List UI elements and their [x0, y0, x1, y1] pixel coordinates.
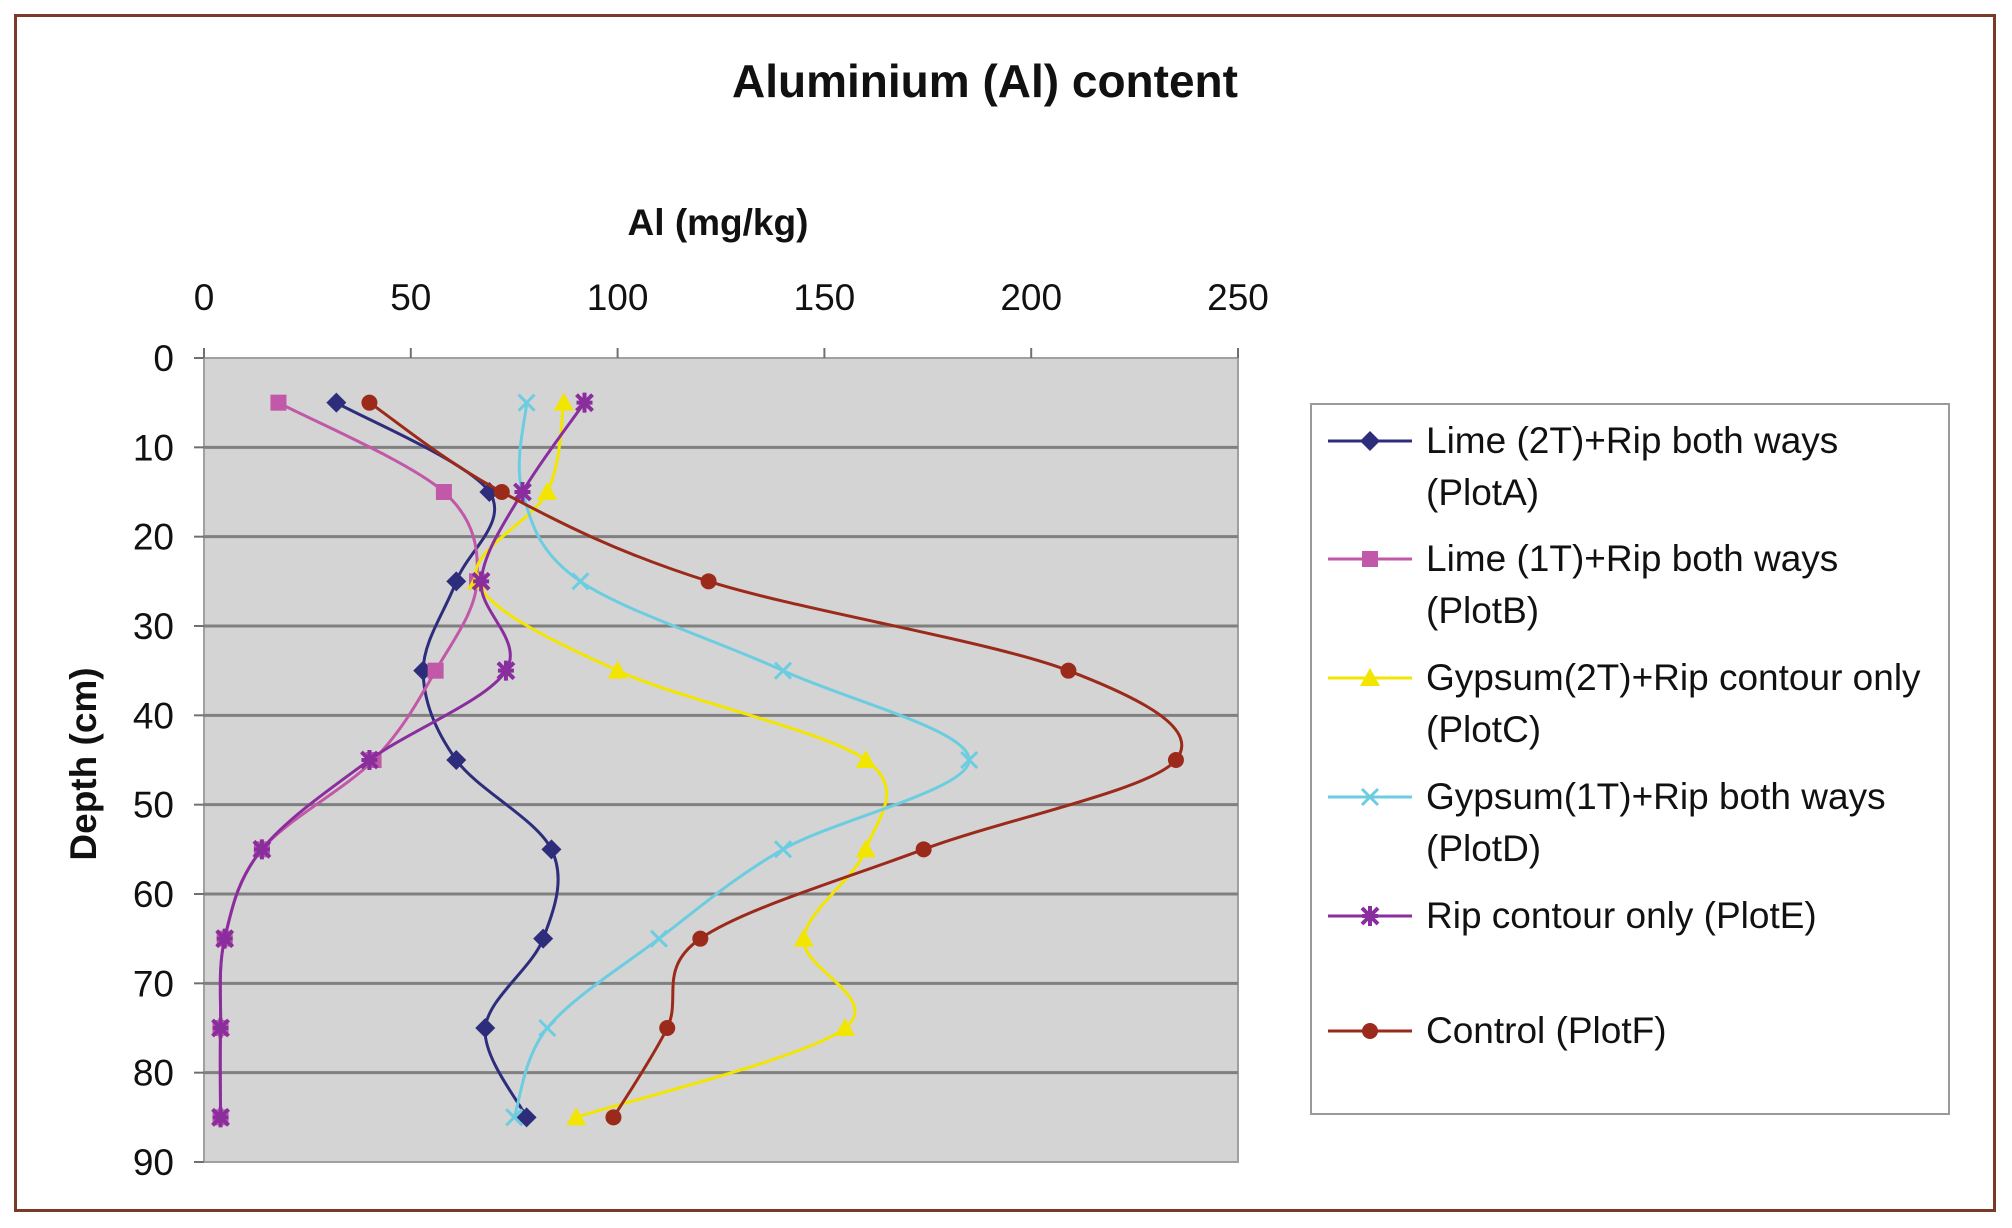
series-layer — [211, 392, 1184, 1128]
data-point — [605, 1109, 622, 1126]
legend-marker — [1328, 1023, 1412, 1039]
y-axis-label: Depth (cm) — [63, 667, 104, 860]
data-point — [855, 750, 876, 768]
x-tick-label: 0 — [194, 277, 215, 318]
data-point — [493, 484, 510, 500]
legend-marker — [1328, 431, 1412, 451]
data-point — [793, 928, 814, 947]
y-tick-label: 70 — [133, 963, 174, 1004]
data-point — [446, 750, 467, 770]
data-point — [1167, 752, 1184, 768]
data-point — [855, 839, 876, 858]
gridlines — [204, 445, 1238, 1075]
data-point — [446, 571, 467, 592]
legend-label: Lime (1T)+Rip both ways (PlotB) — [1426, 538, 1839, 631]
x-tick-label: 150 — [794, 277, 856, 318]
data-point — [513, 482, 532, 502]
series-line — [368, 401, 1184, 1119]
x-axis-label: Al (mg/kg) — [628, 202, 809, 243]
data-point — [537, 482, 558, 500]
data-point — [566, 1107, 587, 1126]
data-point — [496, 660, 516, 681]
legend: Lime (2T)+Rip both ways (PlotA) Lime (1T)… — [1310, 403, 1950, 1115]
data-point — [533, 928, 554, 949]
data-point — [471, 571, 491, 592]
data-point — [361, 394, 378, 411]
x-tick-label: 250 — [1207, 277, 1269, 318]
legend-symbol — [1360, 787, 1380, 807]
legend-symbol — [1362, 1023, 1378, 1039]
data-point — [215, 928, 235, 949]
y-tick-label: 80 — [133, 1053, 174, 1094]
legend-symbol — [1360, 431, 1380, 451]
y-tick-label: 90 — [133, 1142, 174, 1183]
series-6 — [361, 394, 1184, 1126]
data-point — [571, 572, 590, 591]
legend-marker — [1328, 787, 1412, 807]
legend-marker — [1328, 668, 1412, 686]
legend-label: Gypsum(2T)+Rip contour only (PlotC) — [1426, 657, 1921, 750]
data-point — [517, 393, 536, 412]
series-1 — [326, 392, 562, 1128]
plot-area — [203, 357, 1239, 1163]
data-point — [360, 750, 379, 770]
data-point — [427, 662, 444, 679]
data-point — [649, 929, 669, 948]
series-5 — [211, 392, 594, 1128]
data-point — [575, 392, 594, 413]
legend-symbol — [1360, 668, 1380, 686]
data-point — [538, 1018, 557, 1038]
data-point — [505, 1108, 524, 1127]
legend-label: Gypsum(1T)+Rip both ways (PlotD) — [1426, 776, 1886, 869]
data-point — [211, 1107, 230, 1128]
axes: 0 10 20 30 40 50 60 70 80 90 0 50 100 150 200 250 — [133, 277, 1269, 1183]
legend-symbol — [1362, 551, 1378, 567]
y-tick-label: 50 — [133, 785, 174, 826]
data-point — [553, 392, 574, 411]
series-line — [218, 401, 586, 1118]
data-point — [541, 839, 562, 860]
chart-title: Aluminium (Al) content — [732, 55, 1238, 107]
legend-label: Lime (2T)+Rip both ways (PlotA) — [1426, 420, 1839, 513]
x-tick-label: 200 — [1000, 277, 1062, 318]
y-tick-label: 40 — [133, 695, 174, 736]
data-point — [252, 839, 272, 860]
data-point — [607, 660, 628, 679]
data-point — [516, 1107, 537, 1128]
y-tick-label: 20 — [133, 517, 174, 558]
data-point — [270, 394, 287, 411]
y-tick-label: 30 — [133, 606, 174, 647]
y-tick-label: 10 — [133, 427, 174, 468]
legend-label: Control (PlotF) — [1426, 1010, 1667, 1051]
y-tick-label: 60 — [133, 874, 174, 915]
data-point — [326, 392, 347, 413]
data-point — [773, 661, 793, 680]
data-point — [1060, 662, 1077, 679]
data-point — [692, 930, 709, 947]
data-point — [773, 840, 793, 859]
x-tick-label: 50 — [390, 277, 431, 318]
data-point — [211, 1018, 230, 1038]
data-point — [960, 750, 979, 770]
data-point — [435, 484, 452, 500]
x-tick-label: 100 — [587, 277, 649, 318]
legend-marker — [1328, 551, 1412, 567]
legend-label: Rip contour only (PlotE) — [1426, 895, 1817, 936]
legend-marker — [1328, 906, 1412, 926]
data-point — [700, 573, 717, 590]
y-tick-label: 0 — [153, 338, 174, 379]
data-point — [835, 1018, 856, 1036]
data-point — [659, 1020, 676, 1036]
data-point — [475, 1018, 496, 1038]
legend-symbol — [1360, 906, 1380, 926]
data-point — [915, 841, 932, 858]
